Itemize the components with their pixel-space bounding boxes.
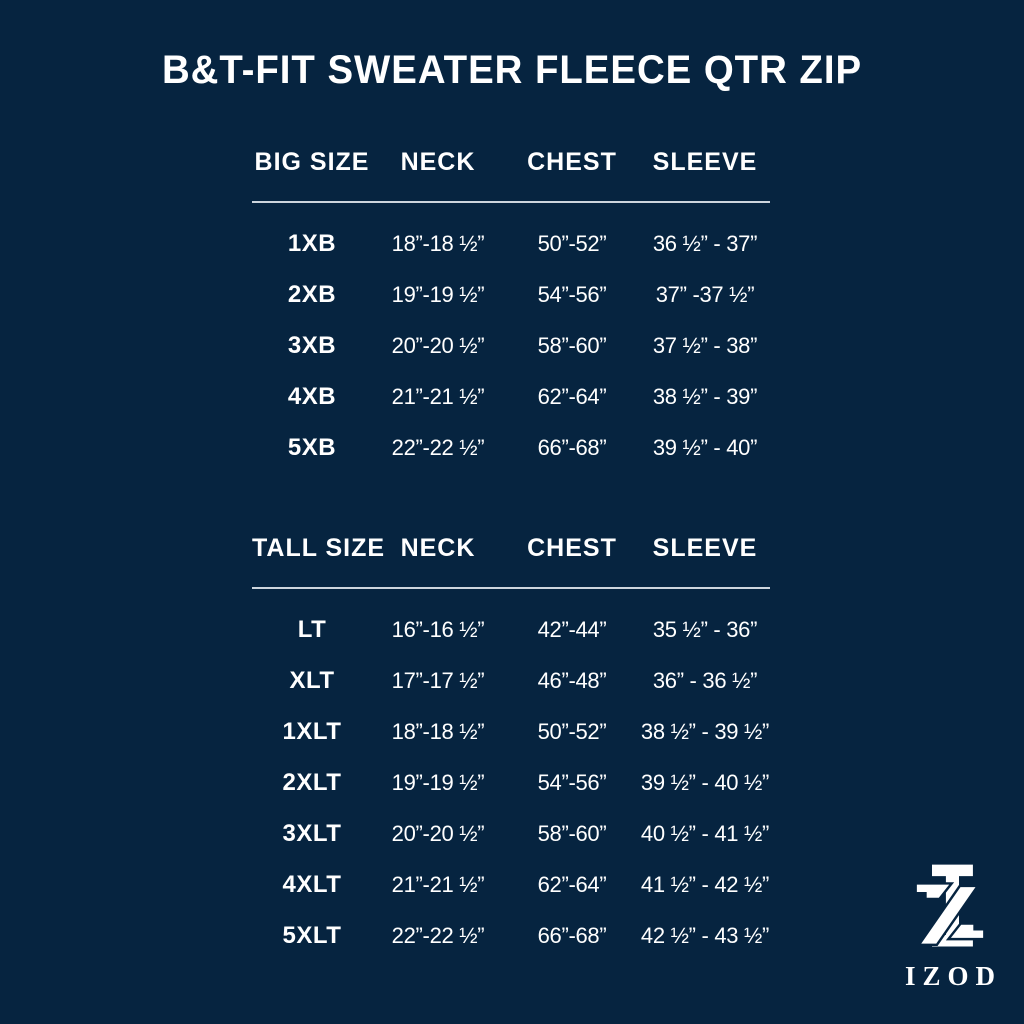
sleeve-cell: 38 ½” - 39 ½” [640, 718, 770, 744]
size-cell: 5XLT [282, 921, 342, 949]
table-row: 2XB 19”-19 ½” 54”-56” 37” -37 ½” [252, 269, 770, 320]
chest-cell: 58”-60” [537, 820, 607, 846]
sleeve-cell: 41 ½” - 42 ½” [640, 871, 770, 897]
size-cell: 3XB [287, 331, 337, 359]
chest-cell: 42”-44” [537, 616, 607, 642]
neck-cell: 19”-19 ½” [391, 769, 485, 795]
size-cell: 4XB [287, 382, 337, 410]
sleeve-cell: 36 ½” - 37” [652, 230, 758, 256]
sleeve-cell: 35 ½” - 36” [652, 616, 758, 642]
neck-cell: 21”-21 ½” [391, 871, 485, 897]
sleeve-cell: 39 ½” - 40” [652, 434, 758, 460]
monogram-z [914, 882, 986, 947]
sleeve-cell: 38 ½” - 39” [652, 383, 758, 409]
neck-cell: 16”-16 ½” [391, 616, 485, 642]
izod-logo: IZOD [904, 863, 996, 992]
table-row: 4XLT 21”-21 ½” 62”-64” 41 ½” - 42 ½” [252, 859, 770, 910]
neck-cell: 22”-22 ½” [391, 434, 485, 460]
column-header-sleeve: SLEEVE [652, 533, 758, 562]
size-cell: 2XLT [282, 768, 342, 796]
table-row: 5XLT 22”-22 ½” 66”-68” 42 ½” - 43 ½” [252, 910, 770, 961]
chest-cell: 62”-64” [537, 383, 607, 409]
size-cell: 2XB [287, 280, 337, 308]
page-title: B&T-FIT SWEATER FLEECE QTR ZIP [161, 48, 863, 92]
neck-cell: 21”-21 ½” [391, 383, 485, 409]
table-row: 3XB 20”-20 ½” 58”-60” 37 ½” - 38” [252, 320, 770, 371]
neck-cell: 17”-17 ½” [391, 667, 485, 693]
neck-cell: 18”-18 ½” [391, 718, 485, 744]
chest-cell: 46”-48” [537, 667, 607, 693]
header-divider [252, 201, 770, 203]
column-header-sleeve: SLEEVE [652, 147, 758, 176]
table-row: 4XB 21”-21 ½” 62”-64” 38 ½” - 39” [252, 371, 770, 422]
big-size-header-row: BIG SIZE NECK CHEST SLEEVE [252, 145, 770, 179]
tall-size-header-row: TALL SIZE NECK CHEST SLEEVE [252, 531, 770, 565]
column-header-chest: CHEST [527, 147, 617, 176]
neck-cell: 19”-19 ½” [391, 281, 485, 307]
header-divider [252, 587, 770, 589]
size-cell: 3XLT [282, 819, 342, 847]
table-row: 5XB 22”-22 ½” 66”-68” 39 ½” - 40” [252, 422, 770, 473]
size-cell: 5XB [287, 433, 337, 461]
size-cell: 1XLT [282, 717, 342, 745]
table-row: 2XLT 19”-19 ½” 54”-56” 39 ½” - 40 ½” [252, 757, 770, 808]
sleeve-cell: 39 ½” - 40 ½” [640, 769, 770, 795]
table-row: XLT 17”-17 ½” 46”-48” 36” - 36 ½” [252, 655, 770, 706]
chest-cell: 58”-60” [537, 332, 607, 358]
column-header-big-size: BIG SIZE [254, 147, 370, 176]
neck-cell: 20”-20 ½” [391, 332, 485, 358]
sleeve-cell: 42 ½” - 43 ½” [640, 922, 770, 948]
neck-cell: 18”-18 ½” [391, 230, 485, 256]
sleeve-cell: 37 ½” - 38” [652, 332, 758, 358]
chest-cell: 66”-68” [537, 922, 607, 948]
table-row: 3XLT 20”-20 ½” 58”-60” 40 ½” - 41 ½” [252, 808, 770, 859]
size-cell: 1XB [287, 229, 337, 257]
izod-wordmark: IZOD [904, 961, 1003, 991]
chest-cell: 50”-52” [537, 230, 607, 256]
size-cell: XLT [289, 666, 335, 694]
sleeve-cell: 36” - 36 ½” [652, 667, 758, 693]
table-row: 1XB 18”-18 ½” 50”-52” 36 ½” - 37” [252, 218, 770, 269]
column-header-neck: NECK [400, 147, 476, 176]
table-row: 1XLT 18”-18 ½” 50”-52” 38 ½” - 39 ½” [252, 706, 770, 757]
chest-cell: 54”-56” [537, 769, 607, 795]
neck-cell: 20”-20 ½” [391, 820, 485, 846]
sleeve-cell: 37” -37 ½” [655, 281, 755, 307]
size-cell: LT [297, 615, 327, 643]
table-row: LT 16”-16 ½” 42”-44” 35 ½” - 36” [252, 604, 770, 655]
izod-monogram-icon [914, 864, 986, 947]
chest-cell: 62”-64” [537, 871, 607, 897]
chest-cell: 54”-56” [537, 281, 607, 307]
column-header-chest: CHEST [527, 533, 617, 562]
sleeve-cell: 40 ½” - 41 ½” [640, 820, 770, 846]
tall-size-table: TALL SIZE NECK CHEST SLEEVE LT 16”-16 ½”… [252, 531, 770, 961]
neck-cell: 22”-22 ½” [391, 922, 485, 948]
chest-cell: 66”-68” [537, 434, 607, 460]
chest-cell: 50”-52” [537, 718, 607, 744]
column-header-tall-size: TALL SIZE [252, 533, 386, 562]
big-size-table: BIG SIZE NECK CHEST SLEEVE 1XB 18”-18 ½”… [252, 145, 770, 473]
column-header-neck: NECK [400, 533, 476, 562]
size-cell: 4XLT [282, 870, 342, 898]
